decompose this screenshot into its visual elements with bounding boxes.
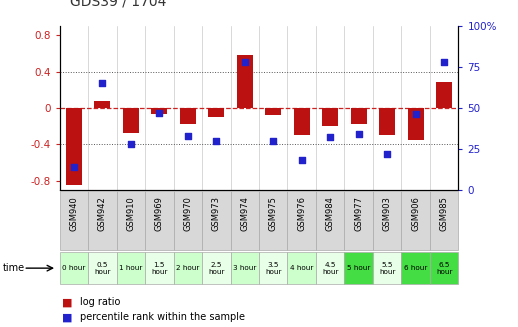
Bar xyxy=(231,191,259,250)
Bar xyxy=(408,108,424,140)
Bar xyxy=(117,252,145,284)
Bar xyxy=(145,191,174,250)
Text: GSM903: GSM903 xyxy=(383,196,392,231)
Text: 0 hour: 0 hour xyxy=(62,265,85,271)
Bar xyxy=(231,252,259,284)
Text: 3 hour: 3 hour xyxy=(233,265,256,271)
Bar xyxy=(66,108,82,185)
Point xyxy=(155,110,164,115)
Bar xyxy=(259,191,287,250)
Text: 2.5
hour: 2.5 hour xyxy=(208,262,224,275)
Text: GSM975: GSM975 xyxy=(269,196,278,231)
Point xyxy=(440,60,449,65)
Text: GSM976: GSM976 xyxy=(297,196,306,231)
Bar xyxy=(322,108,338,126)
Point xyxy=(212,138,221,143)
Bar xyxy=(430,252,458,284)
Bar xyxy=(401,191,430,250)
Bar xyxy=(180,108,196,124)
Text: GSM984: GSM984 xyxy=(326,196,335,231)
Text: 5.5
hour: 5.5 hour xyxy=(379,262,395,275)
Bar xyxy=(401,252,430,284)
Bar xyxy=(287,191,316,250)
Bar xyxy=(174,252,202,284)
Bar xyxy=(351,108,367,124)
Bar xyxy=(202,191,231,250)
Point xyxy=(126,141,135,146)
Bar xyxy=(373,191,401,250)
Point xyxy=(98,81,107,86)
Text: GSM985: GSM985 xyxy=(440,196,449,231)
Bar xyxy=(259,252,287,284)
Bar xyxy=(344,191,373,250)
Bar xyxy=(436,82,452,108)
Bar xyxy=(287,252,316,284)
Bar xyxy=(294,108,310,135)
Bar xyxy=(151,108,167,114)
Bar xyxy=(174,191,202,250)
Text: GSM942: GSM942 xyxy=(98,196,107,231)
Point xyxy=(383,151,392,156)
Text: GDS39 / 1704: GDS39 / 1704 xyxy=(70,0,166,8)
Text: 5 hour: 5 hour xyxy=(347,265,370,271)
Text: GSM969: GSM969 xyxy=(155,196,164,231)
Point xyxy=(269,138,278,143)
Text: GSM906: GSM906 xyxy=(411,196,420,231)
Text: 1 hour: 1 hour xyxy=(119,265,142,271)
Bar xyxy=(117,191,145,250)
Bar xyxy=(94,101,110,108)
Text: 4 hour: 4 hour xyxy=(290,265,313,271)
Text: GSM977: GSM977 xyxy=(354,196,363,231)
Bar xyxy=(379,108,395,135)
Bar xyxy=(373,252,401,284)
Bar xyxy=(208,108,224,117)
Text: GSM974: GSM974 xyxy=(240,196,249,231)
Text: time: time xyxy=(3,263,25,273)
Point xyxy=(354,131,363,137)
Text: 1.5
hour: 1.5 hour xyxy=(151,262,167,275)
Point xyxy=(69,164,78,169)
Bar xyxy=(344,252,373,284)
Bar xyxy=(123,108,139,133)
Bar xyxy=(430,191,458,250)
Point xyxy=(326,135,335,140)
Bar xyxy=(316,191,344,250)
Text: 0.5
hour: 0.5 hour xyxy=(94,262,110,275)
Point xyxy=(411,112,420,117)
Bar xyxy=(202,252,231,284)
Text: GSM940: GSM940 xyxy=(69,196,78,231)
Text: 6.5
hour: 6.5 hour xyxy=(436,262,452,275)
Point xyxy=(297,158,306,163)
Point xyxy=(240,60,249,65)
Bar xyxy=(265,108,281,115)
Bar xyxy=(88,191,117,250)
Bar xyxy=(145,252,174,284)
Bar xyxy=(60,191,88,250)
Bar xyxy=(88,252,117,284)
Text: GSM910: GSM910 xyxy=(126,196,135,231)
Bar xyxy=(316,252,344,284)
Text: ■: ■ xyxy=(62,312,73,322)
Point xyxy=(183,133,192,138)
Text: percentile rank within the sample: percentile rank within the sample xyxy=(80,312,246,322)
Text: 4.5
hour: 4.5 hour xyxy=(322,262,338,275)
Text: log ratio: log ratio xyxy=(80,298,121,307)
Text: 2 hour: 2 hour xyxy=(176,265,199,271)
Text: GSM970: GSM970 xyxy=(183,196,192,231)
Bar xyxy=(237,55,253,108)
Text: 3.5
hour: 3.5 hour xyxy=(265,262,281,275)
Text: GSM973: GSM973 xyxy=(212,196,221,231)
Bar xyxy=(60,252,88,284)
Text: 6 hour: 6 hour xyxy=(404,265,427,271)
Text: ■: ■ xyxy=(62,298,73,307)
